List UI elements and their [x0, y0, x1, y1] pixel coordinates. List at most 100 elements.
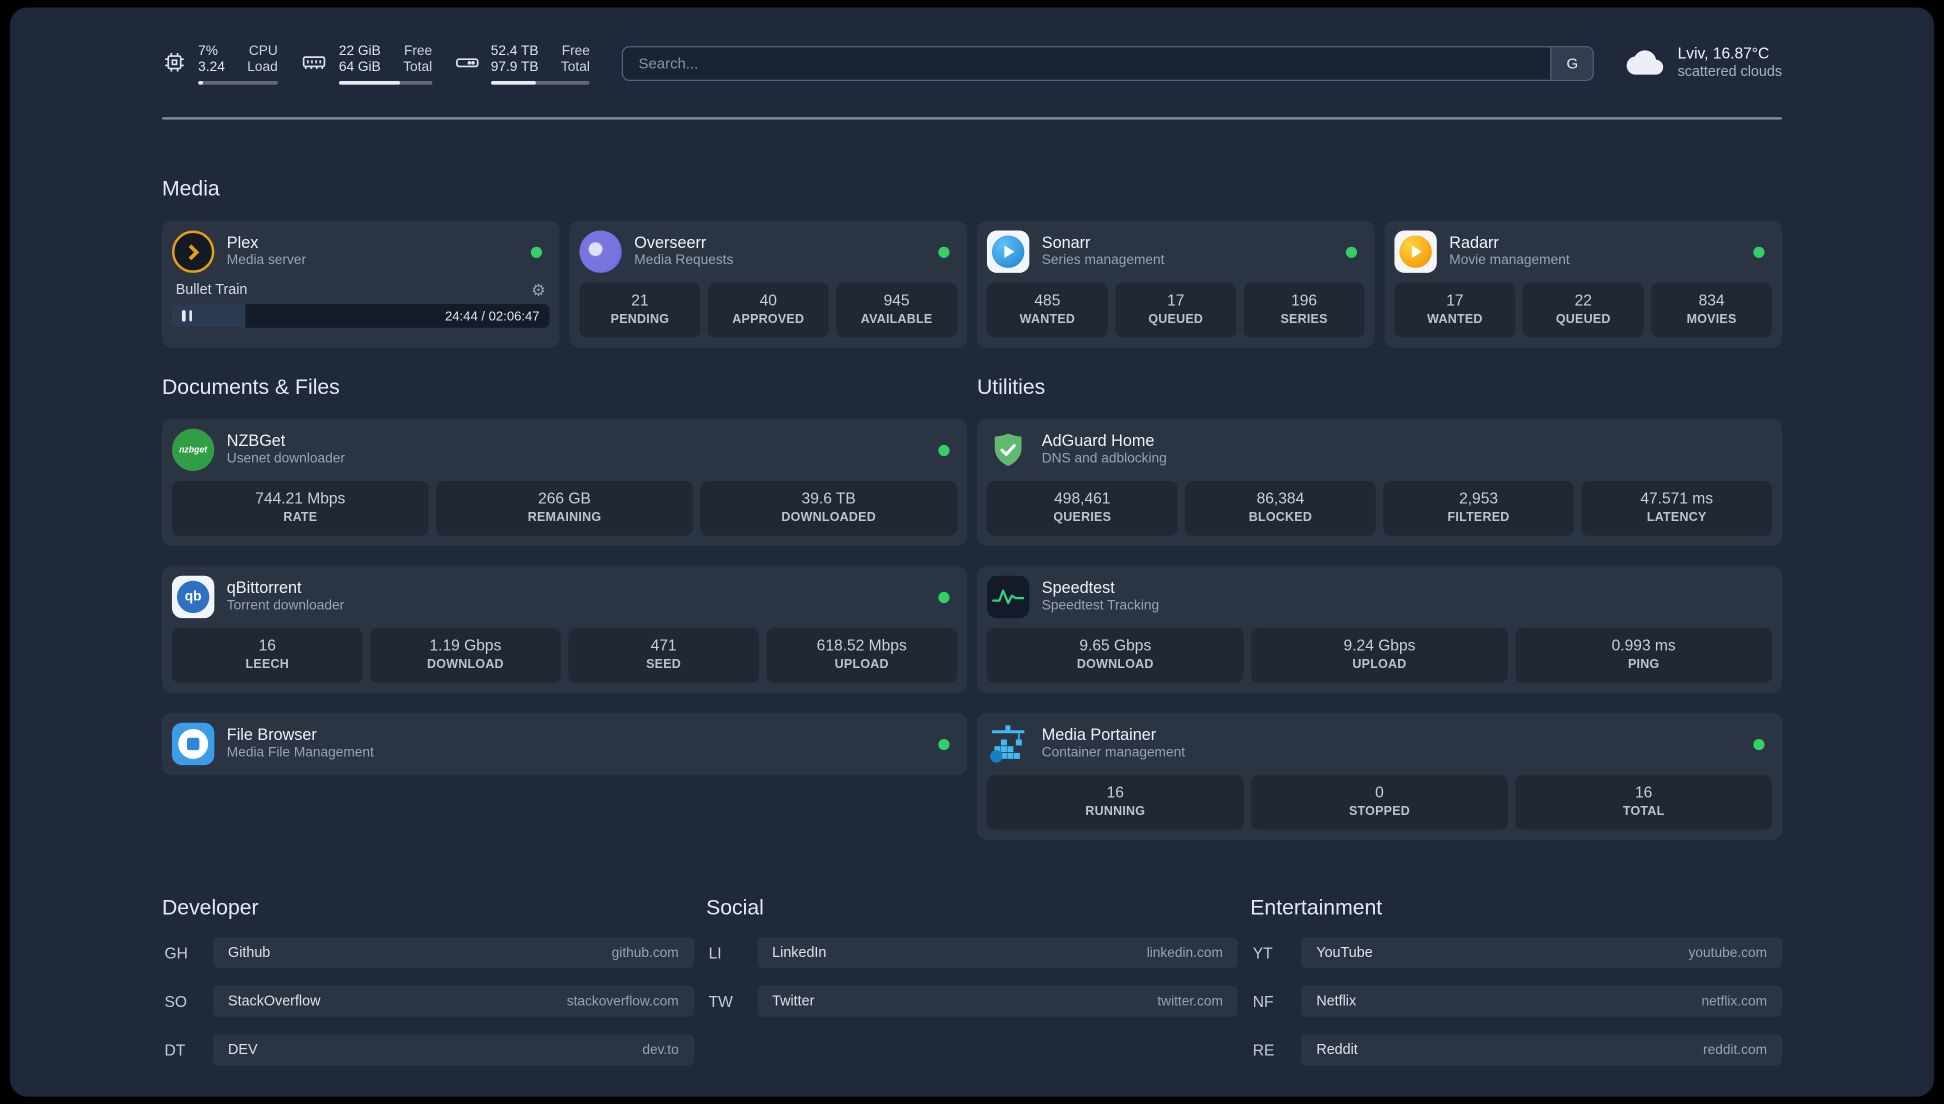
bookmark-name: DEV: [228, 1042, 258, 1058]
stat-value: 485: [1034, 291, 1061, 310]
stat-value: 834: [1698, 291, 1725, 310]
stat-block: 485 WANTED: [986, 282, 1108, 338]
service-card-adguard[interactable]: AdGuard Home DNS and adblocking 498,461 …: [976, 418, 1782, 546]
bookmark-abbr: RE: [1252, 1041, 1275, 1059]
stat-block: 0 STOPPED: [1251, 775, 1508, 830]
bookmark-name: Netflix: [1316, 993, 1357, 1009]
stat-block: 196 SERIES: [1243, 282, 1365, 338]
stat-label: AVAILABLE: [860, 312, 933, 327]
speedtest-icon: [986, 575, 1030, 619]
status-dot: [938, 591, 950, 603]
status-dot: [1753, 246, 1765, 258]
bookmark-name: LinkedIn: [772, 945, 827, 961]
section-title-media: Media: [161, 176, 220, 201]
bookmark-name: StackOverflow: [228, 993, 321, 1009]
bookmark-reddit[interactable]: RE Reddit reddit.com: [1250, 1034, 1782, 1066]
service-desc: Torrent downloader: [226, 598, 345, 614]
cloud-icon: [1626, 47, 1664, 81]
stat-value: 0.993 ms: [1611, 636, 1676, 655]
disk-usage-bar: [490, 80, 590, 85]
status-dot: [530, 246, 543, 258]
stat-label: DOWNLOAD: [427, 657, 504, 672]
bookmark-stackoverflow[interactable]: SO StackOverflow stackoverflow.com: [162, 985, 694, 1017]
stat-label: DOWNLOAD: [1076, 657, 1154, 672]
service-card-speedtest[interactable]: Speedtest Speedtest Tracking 9.65 Gbps D…: [976, 565, 1782, 693]
service-card-sonarr[interactable]: Sonarr Series management 485 WANTED 17 Q…: [976, 220, 1375, 348]
service-card-overseerr[interactable]: Overseerr Media Requests 21 PENDING 40 A…: [569, 220, 968, 348]
search-input[interactable]: [623, 47, 1551, 80]
weather-location: Lviv, 16.87°C: [1677, 44, 1770, 63]
service-card-qbittorrent[interactable]: qb qBittorrent Torrent downloader 16 LEE…: [161, 565, 968, 693]
stat-label: QUEUED: [1555, 312, 1611, 327]
stat-value: 17: [1167, 291, 1185, 310]
status-dot: [938, 444, 950, 456]
stat-value: 2,953: [1459, 489, 1499, 508]
stat-label: APPROVED: [732, 312, 805, 327]
stat-label: SERIES: [1280, 312, 1328, 327]
top-bar: 7% 3.24 CPU Load: [162, 42, 1782, 85]
service-card-portainer[interactable]: Media Portainer Container management 16 …: [976, 712, 1782, 840]
cpu-usage-bar: [198, 80, 278, 85]
bookmark-twitter[interactable]: TW Twitter twitter.com: [706, 985, 1238, 1017]
stat-value: 17: [1446, 291, 1464, 310]
stat-value: 9.65 Gbps: [1079, 636, 1152, 655]
search-provider-button[interactable]: G: [1550, 47, 1593, 80]
bookmark-pill[interactable]: DEV dev.to: [213, 1034, 694, 1066]
filebrowser-icon: [171, 722, 215, 766]
bookmark-group-entertainment: Entertainment YT YouTube youtube.com NF …: [1250, 895, 1782, 1066]
bookmark-pill[interactable]: Netflix netflix.com: [1301, 985, 1782, 1017]
weather-condition: scattered clouds: [1677, 64, 1782, 80]
bookmark-pill[interactable]: YouTube youtube.com: [1301, 937, 1782, 969]
service-card-filebrowser[interactable]: File Browser Media File Management: [161, 712, 968, 776]
service-name: Speedtest: [1041, 578, 1115, 597]
bookmark-linkedin[interactable]: LI LinkedIn linkedin.com: [706, 937, 1238, 969]
stat-block: 22 QUEUED: [1522, 282, 1644, 338]
bookmark-pill[interactable]: Reddit reddit.com: [1301, 1034, 1782, 1066]
bookmark-dev[interactable]: DT DEV dev.to: [162, 1034, 694, 1066]
service-desc: Container management: [1041, 745, 1186, 761]
stat-block: 47.571 ms LATENCY: [1581, 481, 1773, 536]
stat-block: 2,953 FILTERED: [1383, 481, 1574, 536]
nzbget-icon: nzbget: [171, 428, 215, 472]
stat-value: 498,461: [1054, 489, 1111, 508]
service-desc: Movie management: [1449, 252, 1570, 268]
bookmark-pill[interactable]: LinkedIn linkedin.com: [757, 937, 1238, 969]
stat-value: 22: [1574, 291, 1592, 310]
bookmark-pill[interactable]: Github github.com: [213, 937, 694, 969]
service-card-nzbget[interactable]: nzbget NZBGet Usenet downloader 744.21 M…: [161, 418, 968, 546]
bookmark-netflix[interactable]: NF Netflix netflix.com: [1250, 985, 1782, 1017]
memory-usage-bar: [338, 80, 433, 85]
section-title-entertainment: Entertainment: [1250, 895, 1383, 920]
service-card-plex[interactable]: Plex Media server Bullet Train ⚙ 24:44 /…: [161, 220, 560, 348]
media-grid: Plex Media server Bullet Train ⚙ 24:44 /…: [161, 220, 1782, 348]
stat-label: BLOCKED: [1248, 510, 1313, 525]
stat-label: SEED: [646, 657, 682, 672]
header-divider: [161, 117, 1782, 120]
bookmark-abbr: LI: [708, 943, 722, 962]
stat-label: WANTED: [1019, 312, 1076, 327]
radarr-icon: [1394, 230, 1437, 273]
stat-value: 471: [650, 636, 677, 655]
bookmark-abbr: DT: [164, 1041, 186, 1059]
bookmark-url: github.com: [611, 945, 679, 961]
bookmark-pill[interactable]: Twitter twitter.com: [757, 985, 1238, 1017]
bookmark-name: Reddit: [1316, 1042, 1358, 1058]
cpu-loadavg: 3.24: [198, 59, 225, 75]
bookmark-youtube[interactable]: YT YouTube youtube.com: [1250, 937, 1782, 969]
stat-label: RATE: [283, 510, 318, 525]
bookmark-pill[interactable]: StackOverflow stackoverflow.com: [213, 985, 694, 1017]
service-desc: Media File Management: [226, 745, 374, 761]
gear-icon[interactable]: ⚙: [531, 280, 546, 300]
pause-icon[interactable]: [181, 310, 192, 322]
sonarr-icon: [986, 230, 1030, 273]
weather-widget[interactable]: Lviv, 16.87°C scattered clouds: [1626, 44, 1782, 82]
stat-value: 16: [1106, 783, 1124, 802]
stat-label: DOWNLOADED: [781, 510, 876, 525]
stat-value: 16: [258, 636, 276, 655]
search-bar[interactable]: G: [622, 46, 1595, 81]
bookmark-group-social: Social LI LinkedIn linkedin.com TW Twitt…: [706, 896, 1238, 1065]
disk-label-top: Free: [561, 42, 590, 58]
plex-progress-bar[interactable]: 24:44 / 02:06:47: [171, 304, 550, 328]
bookmark-github[interactable]: GH Github github.com: [162, 937, 694, 969]
service-card-radarr[interactable]: Radarr Movie management 17 WANTED 22 QUE…: [1384, 220, 1782, 348]
